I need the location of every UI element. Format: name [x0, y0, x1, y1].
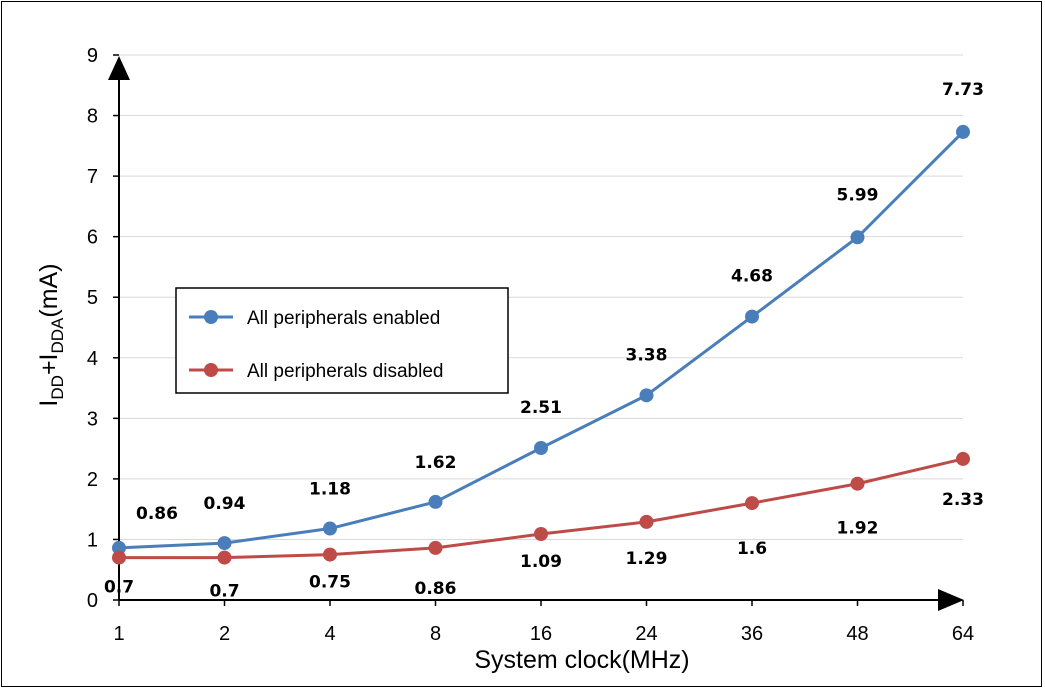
- series-1-point: [745, 496, 759, 511]
- legend-label-disabled: All peripherals disabled: [247, 361, 443, 382]
- series-1-point: [639, 514, 654, 529]
- x-tick-label: 8: [430, 623, 441, 645]
- data-label: 1.6: [737, 539, 767, 559]
- y-axis-title-i: I: [35, 400, 63, 407]
- data-label: 1.62: [415, 453, 457, 473]
- x-tick-label: 36: [741, 623, 763, 645]
- y-axis-title: IDD+IDDA(mA): [35, 263, 67, 406]
- y-tick-label: 4: [87, 348, 98, 370]
- series-0-point: [639, 388, 654, 403]
- series-1-point: [850, 476, 865, 491]
- series-0-point: [428, 494, 443, 509]
- x-axis-title: System clock(MHz): [474, 646, 689, 674]
- y-tick-label: 6: [87, 227, 98, 249]
- legend-marker-enabled: [204, 310, 218, 324]
- series-0-point: [323, 521, 337, 536]
- legend-label-enabled: All peripherals enabled: [247, 308, 440, 329]
- data-label: 0.75: [309, 573, 351, 593]
- x-tick-label: 48: [846, 623, 868, 645]
- y-tick-label: 5: [87, 287, 98, 309]
- data-labels: 0.86 0.94 1.18 1.62 2.51 3.38 4.68 5.99 7.73 0.7 0…: [104, 80, 984, 602]
- data-label: 0.7: [209, 582, 239, 602]
- x-tick-label: 16: [530, 623, 552, 645]
- data-label: 0.94: [204, 494, 246, 514]
- y-tick-labels: 0 1 2 3 4 5 6 7 8 9: [87, 45, 119, 612]
- y-tick-label: 3: [87, 408, 98, 430]
- x-tick-label: 1: [113, 623, 124, 645]
- legend-box: [175, 287, 509, 394]
- legend-marker-disabled: [204, 363, 218, 377]
- series-1-point: [112, 550, 126, 565]
- y-axis-title-sub-dd: DD: [48, 375, 67, 400]
- y-axis-title-unit: (mA): [35, 263, 63, 317]
- series-0-point: [112, 540, 126, 555]
- series-1-point: [428, 540, 443, 555]
- x-tick-label: 2: [219, 623, 230, 645]
- y-axis-title-plus-i: +I: [35, 354, 63, 376]
- series-0-point: [745, 309, 759, 324]
- y-axis-arrow: [108, 56, 130, 80]
- series-0-point: [956, 124, 970, 139]
- data-label: 0.86: [136, 504, 178, 524]
- data-label: 0.7: [104, 578, 134, 598]
- series-0-point: [850, 230, 865, 245]
- data-label: 1.09: [520, 552, 562, 572]
- axes: [108, 56, 964, 611]
- y-tick-label: 1: [87, 529, 98, 551]
- data-label: 0.86: [415, 579, 457, 599]
- series-1-point: [956, 451, 970, 466]
- data-label: 5.99: [837, 185, 879, 205]
- series-line-1: [119, 457, 964, 560]
- series-1-point: [217, 550, 232, 565]
- series-0-point: [534, 441, 548, 456]
- data-label: 3.38: [626, 345, 668, 365]
- y-tick-label: 7: [87, 166, 98, 188]
- series-1-point: [323, 547, 337, 562]
- x-axis-arrow: [938, 589, 964, 611]
- y-tick-label: 8: [87, 106, 98, 128]
- series-group: [112, 124, 970, 565]
- x-tick-label: 64: [952, 623, 974, 645]
- x-tick-label: 24: [635, 623, 657, 645]
- data-label: 1.29: [626, 549, 668, 569]
- x-tick-labels: 1 2 4 8 16 24 36 48 64: [113, 600, 974, 645]
- series-1-point: [534, 526, 548, 541]
- data-label: 1.18: [309, 480, 351, 500]
- data-label: 7.73: [942, 80, 984, 100]
- y-tick-label: 0: [87, 590, 98, 612]
- data-label: 4.68: [731, 267, 773, 287]
- x-tick-label: 4: [324, 623, 335, 645]
- y-axis-title-sub-dda: DDA: [48, 317, 67, 354]
- data-label: 2.33: [942, 490, 984, 510]
- y-tick-label: 2: [87, 469, 98, 491]
- data-label: 1.92: [837, 519, 879, 539]
- series-0-point: [217, 536, 232, 551]
- legend: All peripherals enabled All peripherals …: [175, 287, 509, 394]
- data-label: 2.51: [520, 398, 562, 418]
- y-tick-label: 9: [87, 45, 98, 67]
